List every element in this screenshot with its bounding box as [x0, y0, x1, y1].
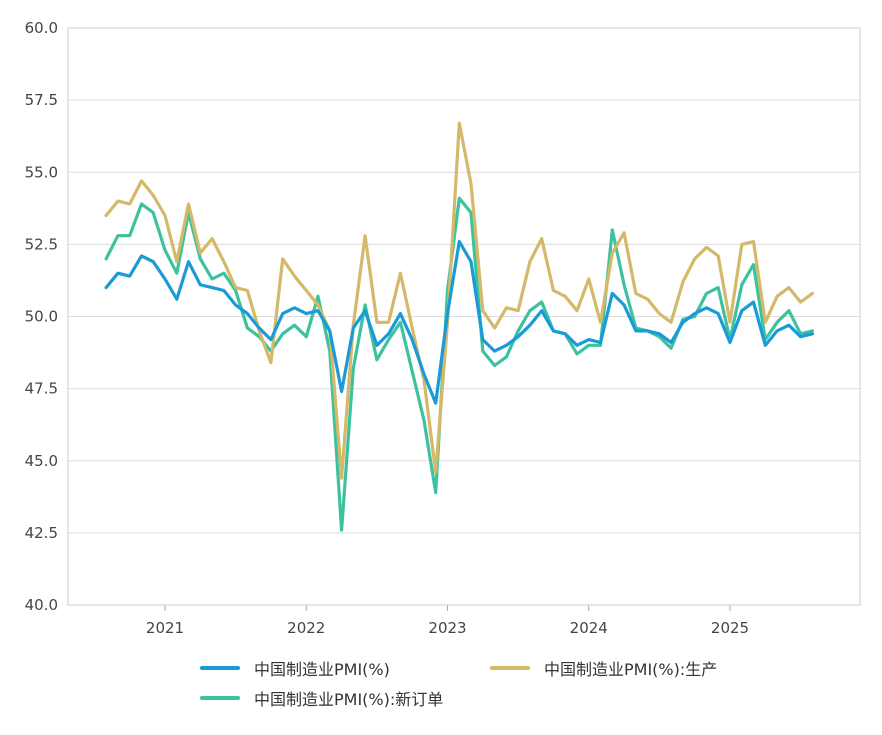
legend-swatch-production: [490, 666, 530, 670]
series-line-1: [104, 121, 815, 480]
x-tick-label: 2025: [711, 619, 749, 637]
legend-swatch-new-orders: [200, 696, 240, 700]
legend-item-new-orders[interactable]: 中国制造业PMI(%):新订单: [200, 686, 443, 710]
y-axis-tick-labels: 40.0 42.5 45.0 47.5 50.0 52.5 55.0 57.5 60.0: [25, 19, 58, 614]
legend-item-production[interactable]: 中国制造业PMI(%):生产: [490, 656, 717, 680]
legend-item-pmi[interactable]: 中国制造业PMI(%): [200, 656, 390, 680]
y-tick-label: 57.5: [25, 91, 58, 109]
y-tick-label: 52.5: [25, 235, 58, 253]
series-lines: [104, 121, 815, 532]
x-tick-label: 2023: [428, 619, 466, 637]
legend: 中国制造业PMI(%) 中国制造业PMI(%):生产 中国制造业PMI(%):新…: [0, 648, 882, 718]
y-tick-label: 55.0: [25, 163, 58, 181]
legend-label-production: 中国制造业PMI(%):生产: [544, 660, 718, 679]
y-tick-label: 47.5: [25, 380, 58, 398]
x-tick-label: 2021: [146, 619, 184, 637]
x-tick-label: 2024: [570, 619, 608, 637]
line-chart: 40.0 42.5 45.0 47.5 50.0 52.5 55.0 57.5 60.0 202…: [25, 19, 861, 637]
series-line-0: [104, 239, 815, 405]
x-tick-label: 2022: [287, 619, 325, 637]
plot-area-border: [67, 27, 861, 606]
series-line-2: [104, 196, 815, 532]
y-tick-label: 45.0: [25, 452, 58, 470]
legend-swatch-pmi: [200, 666, 240, 670]
y-tick-label: 60.0: [25, 19, 58, 37]
y-tick-label: 42.5: [25, 524, 58, 542]
legend-label-new-orders: 中国制造业PMI(%):新订单: [254, 690, 444, 709]
x-axis-tick-labels: 2021 2022 2023 2024 2025: [146, 605, 749, 637]
y-tick-label: 40.0: [25, 596, 58, 614]
legend-label-pmi: 中国制造业PMI(%): [254, 660, 390, 679]
y-tick-label: 50.0: [25, 308, 58, 326]
